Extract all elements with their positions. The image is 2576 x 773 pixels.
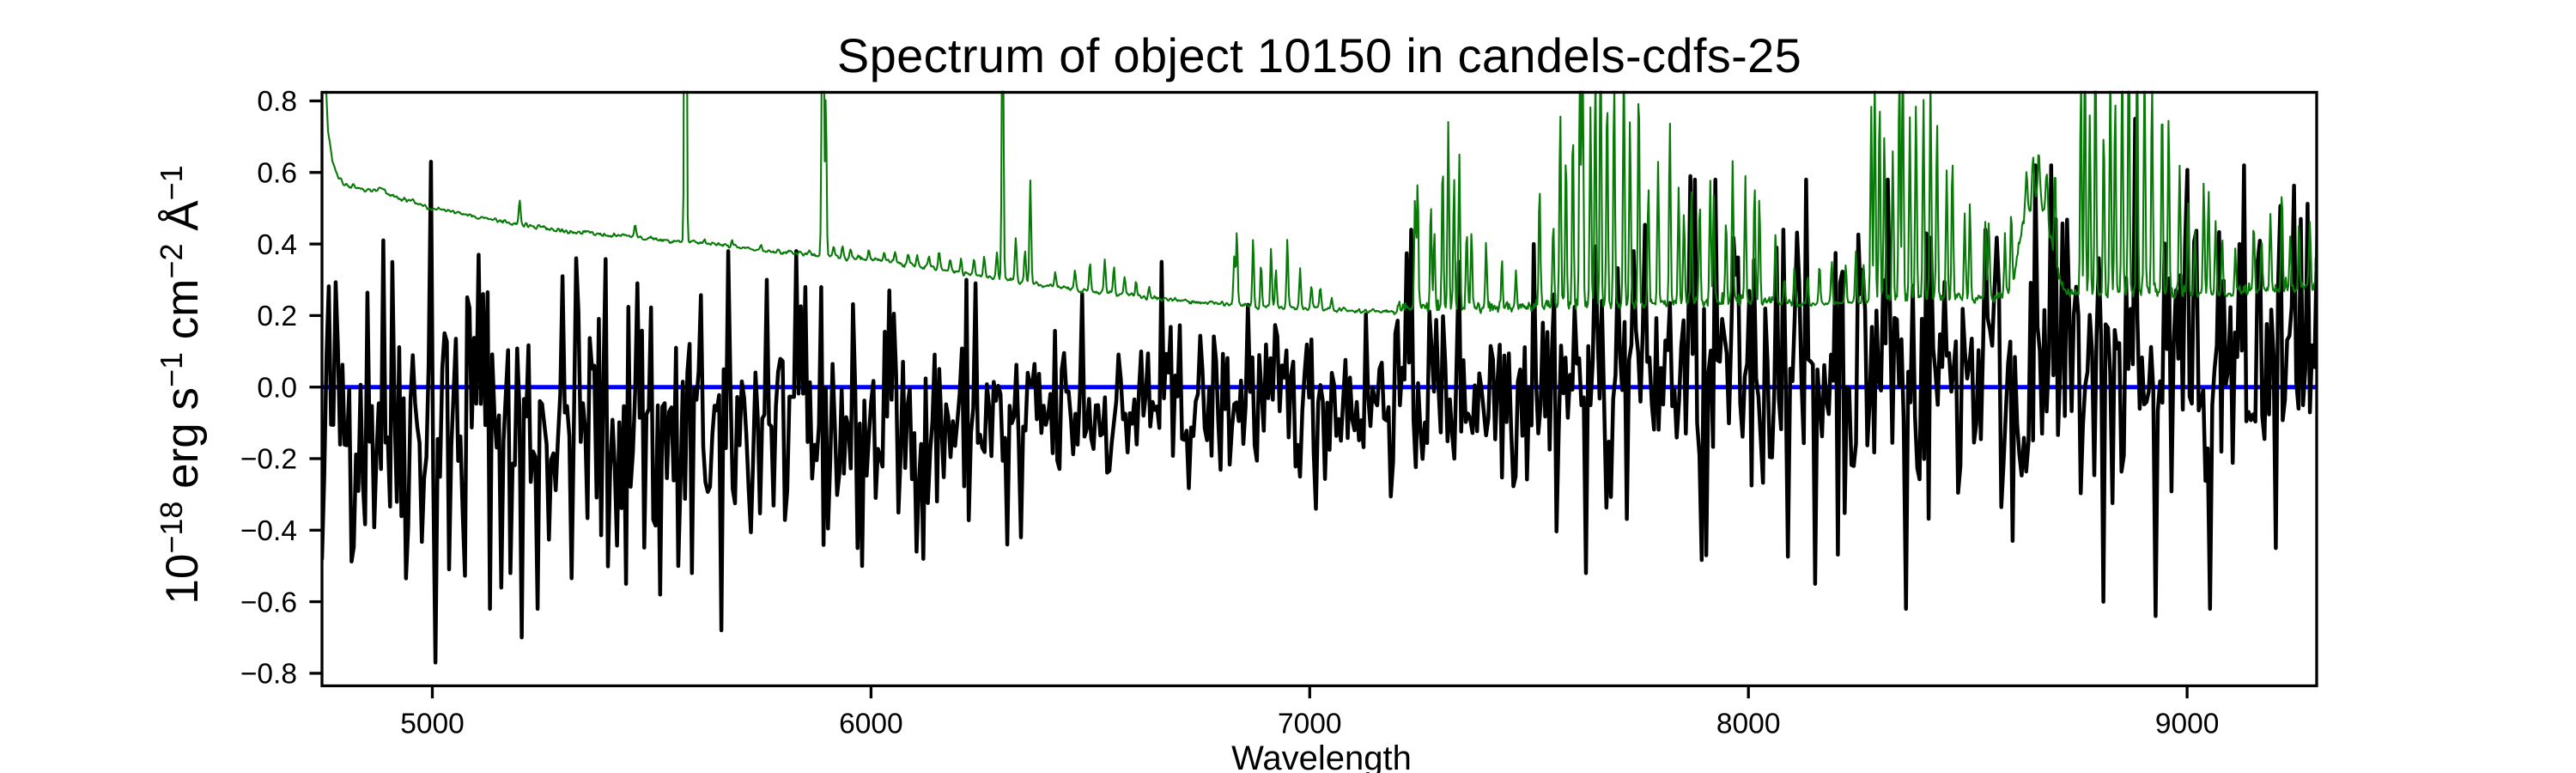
svg-text:0.4: 0.4 [257,229,297,261]
svg-text:−0.6: −0.6 [240,587,297,618]
svg-text:0.0: 0.0 [257,372,297,404]
svg-text:−0.4: −0.4 [240,515,297,547]
svg-text:Wavelength: Wavelength [1231,740,1412,773]
svg-text:−0.8: −0.8 [240,659,297,691]
svg-text:Spectrum of object 10150 in ca: Spectrum of object 10150 in candels-cdfs… [837,28,1801,82]
svg-text:0.8: 0.8 [257,86,297,118]
svg-text:8000: 8000 [1716,709,1781,740]
svg-text:5000: 5000 [400,709,465,740]
svg-text:9000: 9000 [2155,709,2220,740]
svg-text:0.2: 0.2 [257,301,297,332]
svg-text:−0.2: −0.2 [240,444,297,476]
svg-text:0.6: 0.6 [257,158,297,190]
svg-text:6000: 6000 [839,709,903,740]
svg-text:7000: 7000 [1278,709,1342,740]
